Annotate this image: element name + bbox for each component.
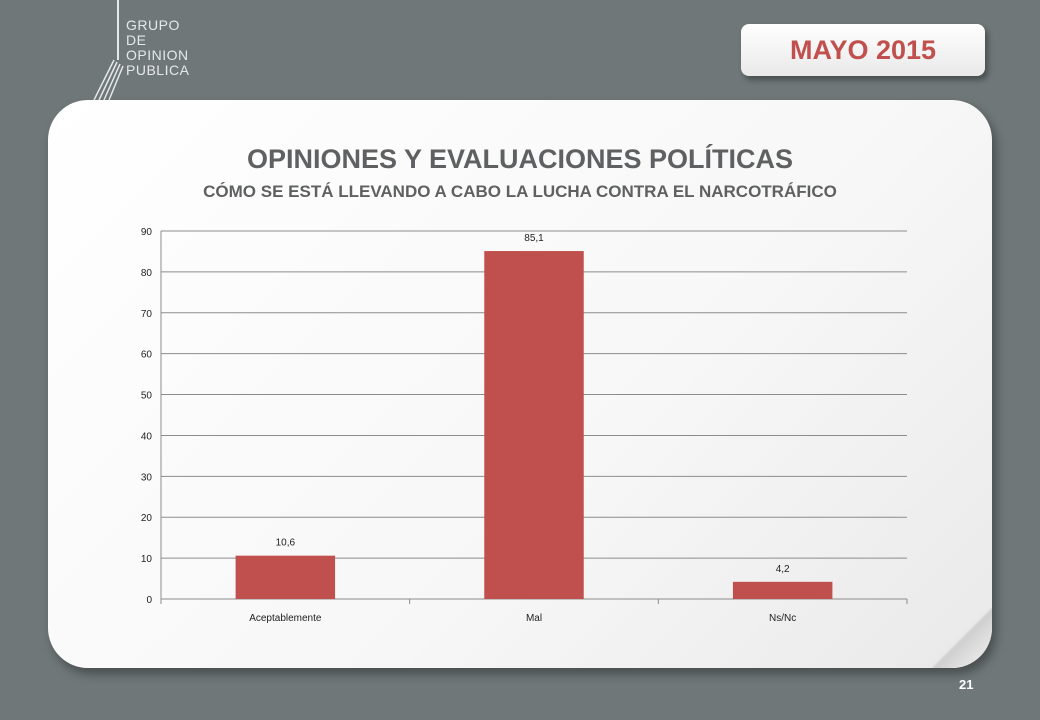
chart-card: OPINIONES Y EVALUACIONES POLÍTICAS CÓMO … [48, 100, 992, 668]
chart-title: OPINIONES Y EVALUACIONES POLÍTICAS [246, 144, 794, 174]
logo-line: DE [126, 32, 147, 48]
bar [732, 581, 833, 599]
logo: GRUPO DE OPINION PUBLICA [86, 0, 216, 110]
x-tick-label: Aceptablemente [249, 613, 322, 624]
bar [235, 555, 336, 599]
y-tick-label: 10 [141, 554, 153, 565]
y-tick-label: 80 [141, 268, 153, 279]
y-tick-label: 50 [141, 391, 153, 402]
y-tick-label: 90 [141, 227, 153, 238]
data-label: 85,1 [524, 233, 544, 244]
date-label: MAYO 2015 [789, 34, 937, 65]
logo-line: OPINION [126, 47, 189, 63]
bar-chart: 0 10 20 30 40 50 60 70 80 90 10,6 Aceptablemente 85,… [141, 227, 908, 624]
y-tick-label: 20 [141, 513, 153, 524]
bar [484, 251, 584, 599]
x-tick-label: Mal [526, 613, 542, 624]
logo-text: GRUPO DE OPINION PUBLICA [126, 18, 189, 78]
y-tick-label: 40 [141, 431, 153, 442]
data-label: 10,6 [276, 538, 296, 549]
y-tick-label: 70 [141, 309, 153, 320]
date-badge: MAYO 2015 [741, 24, 985, 76]
y-tick-label: 60 [141, 350, 153, 361]
logo-line: GRUPO [126, 17, 180, 33]
logo-mark-icon [93, 0, 124, 101]
chart-subtitle: CÓMO SE ESTÁ LLEVANDO A CABO LA LUCHA CO… [203, 182, 837, 201]
x-tick-label: Ns/Nc [769, 613, 796, 624]
y-tick-label: 30 [141, 472, 153, 483]
y-tick-label: 0 [146, 595, 152, 606]
data-label: 4,2 [776, 564, 790, 575]
logo-line: PUBLICA [126, 62, 190, 78]
page-number: 21 [959, 677, 974, 692]
